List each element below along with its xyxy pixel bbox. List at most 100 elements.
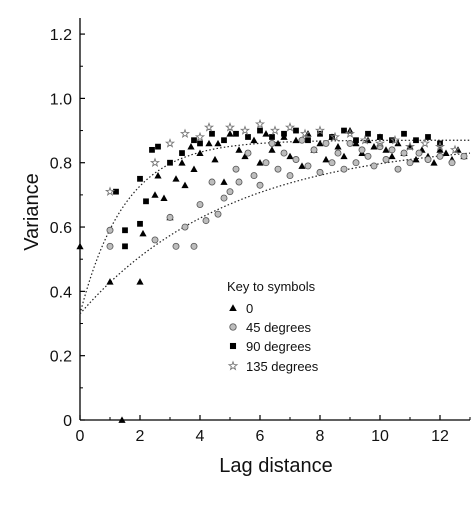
triangle-marker [394,139,402,147]
legend-label-0: 0 [246,301,253,316]
fitted-curve [79,139,470,315]
circle-marker [400,149,408,157]
triangle-marker [190,165,198,173]
circle-marker [394,165,402,173]
circle-marker [322,139,330,147]
circle-marker [151,236,159,244]
square-marker [329,134,335,140]
star-marker [374,138,386,148]
square-marker [257,127,263,134]
x-tick-label: 8 [316,428,325,445]
circle-marker [220,194,228,202]
triangle-marker [118,416,126,423]
triangle-marker [181,181,189,189]
circle-marker [256,181,264,189]
star-marker [314,125,326,135]
circle-marker [370,162,378,170]
triangle-marker [226,130,234,137]
circle-marker [292,156,300,163]
square-marker [353,137,359,144]
circle-marker [229,323,237,331]
circle-marker [328,159,336,167]
circle-marker [262,159,270,167]
square-marker [401,130,407,137]
circle-marker [214,210,222,218]
x-tick-label: 10 [371,428,389,445]
triangle-marker [268,146,276,153]
triangle-marker [436,146,444,153]
triangle-marker [250,136,258,144]
square-marker [122,243,128,250]
square-marker [191,137,197,144]
square-marker [317,130,323,137]
fitted-curves [79,139,471,315]
square-marker [122,227,128,234]
triangle-marker [292,136,300,144]
circle-marker [460,152,468,160]
star-marker [434,141,446,151]
triangle-marker [178,159,186,166]
circle-marker [334,149,342,157]
square-marker [149,146,155,153]
square-marker [305,137,311,144]
circle-marker [268,139,276,147]
circle-marker [316,168,324,176]
triangle-marker [187,143,195,150]
triangle-marker [256,159,264,166]
triangle-marker [334,143,342,150]
y-tick-label: 1.0 [50,91,72,108]
x-tick-label: 12 [431,428,449,445]
circle-marker [448,159,456,167]
y-tick-label: 1.2 [50,27,72,44]
legend-label-2: 90 degrees [246,339,312,354]
circle-marker [250,172,258,180]
square-marker [341,127,347,134]
star-marker [284,122,296,132]
star-marker [179,128,191,139]
square-marker [221,137,227,144]
circle-marker [202,217,210,225]
circle-marker [358,146,366,154]
circle-marker [346,139,354,147]
legend-symbols [227,304,239,371]
star-marker [299,128,311,139]
star-marker [164,138,176,148]
axes: 0 0.2 0.4 0.6 0.8 1.0 1.2 0 2 4 6 8 10 12 [50,18,471,445]
triangle-marker [172,175,180,182]
x-tick-label: 4 [196,428,205,445]
y-axis-title: Variance [21,173,43,250]
star-marker [227,360,239,371]
triangle-marker [136,278,144,285]
triangle-marker [274,139,282,147]
triangle-marker [382,146,390,153]
square-marker [113,188,119,195]
legend-label-3: 135 degrees [246,359,319,374]
triangle-marker [412,155,420,163]
circle-marker [310,146,318,154]
star-marker [203,122,215,132]
circle-marker [226,188,234,196]
square-marker [389,137,395,144]
y-tick-label: 0.4 [50,284,72,301]
square-marker [377,134,383,140]
square-marker [413,137,419,144]
star-marker [254,118,266,129]
triangle-marker [229,304,237,312]
legend-label-1: 45 degrees [246,320,312,335]
y-tick-label: 0 [63,413,72,430]
square-marker [281,130,287,137]
star-marker [149,157,161,167]
square-marker [365,130,371,137]
y-tick-label: 0.8 [50,156,72,173]
triangle-marker [154,171,162,179]
y-tick-label: 0.2 [50,349,72,366]
star-marker [449,144,461,155]
star-marker [194,131,206,142]
triangle-marker [370,143,378,150]
circle-marker [286,172,294,180]
square-marker [233,130,239,137]
triangle-marker [316,139,324,147]
circle-marker [106,226,114,234]
x-axis-title: Lag distance [219,455,332,477]
